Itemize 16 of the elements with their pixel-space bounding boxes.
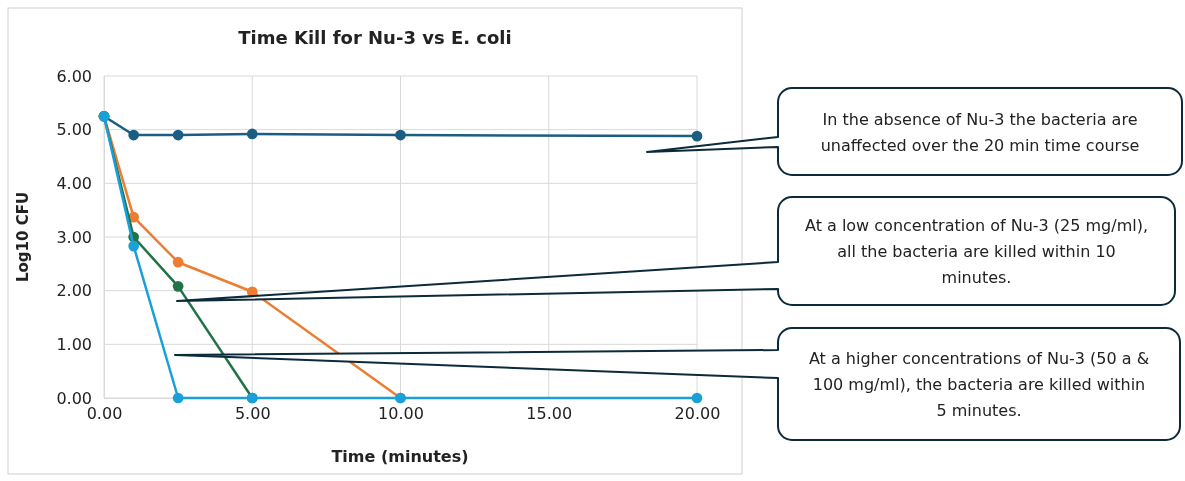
text: In the absence of Nu-3 the bacteria are unaffected over the 20 min time course	[820, 109, 1140, 155]
y-tick-label: 5.00	[56, 120, 92, 140]
x-tick-label: 15.00	[526, 404, 573, 424]
y-tick-label: 1.00	[56, 334, 92, 354]
x-tick-label: 5.00	[234, 404, 271, 424]
y-tick-label: 2.00	[56, 281, 92, 301]
y-tick-label: 4.00	[56, 173, 92, 193]
y-tick-label: 6.00	[56, 66, 92, 86]
text: At a low concentration of Nu-3 (25 mg/ml), all the bacteria are killed within 10 minutes.	[804, 216, 1149, 287]
y-axis-title: Log10 CFU	[14, 191, 32, 283]
chart-title: Time Kill for Nu-3 vs E. coli	[238, 27, 512, 48]
x-axis-title: Time (minutes)	[331, 447, 469, 466]
x-tick-label: 20.00	[674, 404, 721, 424]
x-tick-label: 10.00	[378, 404, 424, 424]
y-tick-label: 3.00	[56, 227, 92, 247]
text: At a higher concentrations of Nu-3 (50 a & 100 mg/ml), the bacteria are killed within 5 minutes.	[808, 349, 1150, 420]
